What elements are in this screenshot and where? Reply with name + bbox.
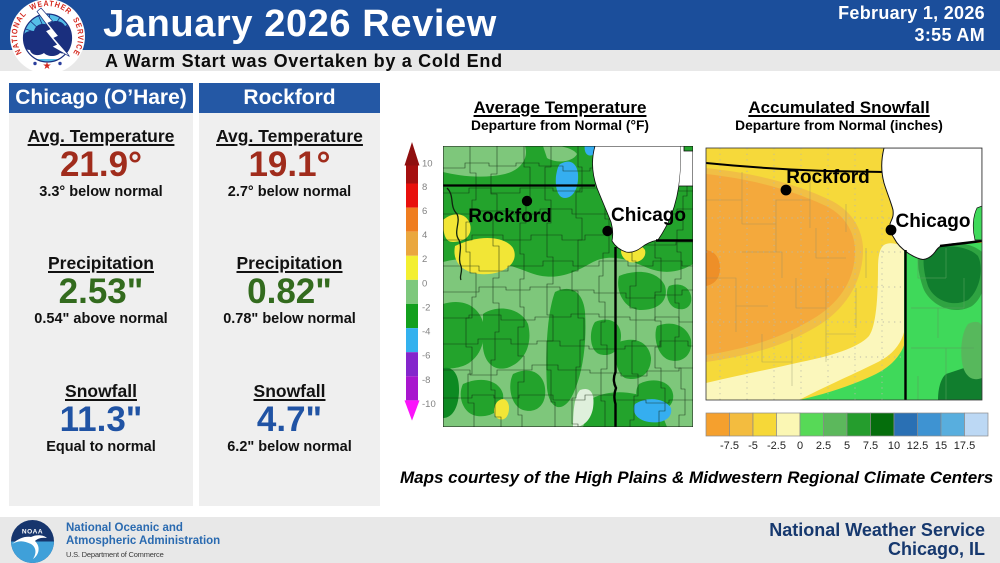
svg-text:-4: -4 xyxy=(422,327,430,338)
svg-text:7.5: 7.5 xyxy=(863,440,878,452)
svg-text:Rockford: Rockford xyxy=(468,206,551,227)
svg-text:-10: -10 xyxy=(422,399,436,410)
svg-text:-8: -8 xyxy=(422,375,430,386)
svg-text:0: 0 xyxy=(422,278,427,289)
svg-text:5: 5 xyxy=(844,440,850,452)
svg-text:-7.5: -7.5 xyxy=(720,440,739,452)
svg-text:★: ★ xyxy=(43,61,52,72)
svg-text:Chicago: Chicago xyxy=(611,205,686,226)
svg-text:6: 6 xyxy=(422,206,427,217)
svg-text:NOAA: NOAA xyxy=(22,529,43,536)
svg-text:-2.5: -2.5 xyxy=(767,440,786,452)
svg-text:-2: -2 xyxy=(422,303,430,314)
svg-text:17.5: 17.5 xyxy=(954,440,975,452)
svg-text:Rockford: Rockford xyxy=(786,167,869,188)
svg-text:10: 10 xyxy=(422,159,433,170)
svg-text:10: 10 xyxy=(888,440,900,452)
svg-text:Chicago: Chicago xyxy=(896,211,971,232)
svg-text:-6: -6 xyxy=(422,351,430,362)
svg-text:12.5: 12.5 xyxy=(907,440,928,452)
svg-text:15: 15 xyxy=(935,440,947,452)
svg-text:2: 2 xyxy=(422,254,427,265)
svg-text:-5: -5 xyxy=(748,440,758,452)
svg-text:2.5: 2.5 xyxy=(816,440,831,452)
svg-text:8: 8 xyxy=(422,182,427,193)
svg-text:0: 0 xyxy=(797,440,803,452)
svg-text:4: 4 xyxy=(422,230,427,241)
